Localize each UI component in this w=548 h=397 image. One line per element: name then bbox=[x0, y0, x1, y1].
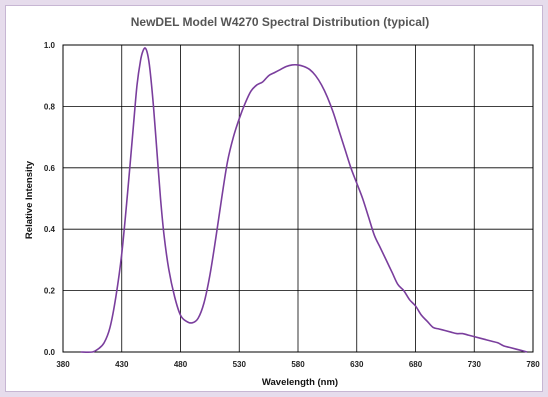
x-tick-labels: 380 430 480 530 580 630 680 730 780 bbox=[56, 360, 540, 369]
plot-area bbox=[62, 44, 534, 353]
series-line bbox=[80, 47, 528, 354]
y-tick-label: 0.8 bbox=[44, 102, 56, 111]
x-tick-label: 580 bbox=[291, 360, 305, 369]
x-tick-label: 530 bbox=[233, 360, 247, 369]
y-axis-label: Relative Intensity bbox=[24, 160, 35, 239]
x-tick-label: 380 bbox=[56, 360, 70, 369]
y-tick-label: 1.0 bbox=[44, 41, 56, 50]
x-axis-label: Wavelength (nm) bbox=[262, 377, 338, 388]
x-tick-label: 680 bbox=[409, 360, 423, 369]
y-tick-label: 0.2 bbox=[44, 287, 56, 296]
y-tick-labels: 0.0 0.2 0.4 0.6 0.8 1.0 bbox=[44, 41, 56, 357]
x-tick-label: 480 bbox=[174, 360, 188, 369]
y-tick-label: 0.6 bbox=[44, 164, 56, 173]
x-tick-label: 430 bbox=[115, 360, 129, 369]
chart-title: NewDEL Model W4270 Spectral Distribution… bbox=[131, 15, 430, 29]
y-tick-label: 0.0 bbox=[44, 348, 56, 357]
grid-lines bbox=[63, 45, 533, 352]
x-tick-label: 730 bbox=[468, 360, 482, 369]
x-tick-label: 780 bbox=[526, 360, 540, 369]
x-tick-label: 630 bbox=[350, 360, 364, 369]
y-tick-label: 0.4 bbox=[44, 225, 56, 234]
chart-frame bbox=[5, 5, 543, 392]
